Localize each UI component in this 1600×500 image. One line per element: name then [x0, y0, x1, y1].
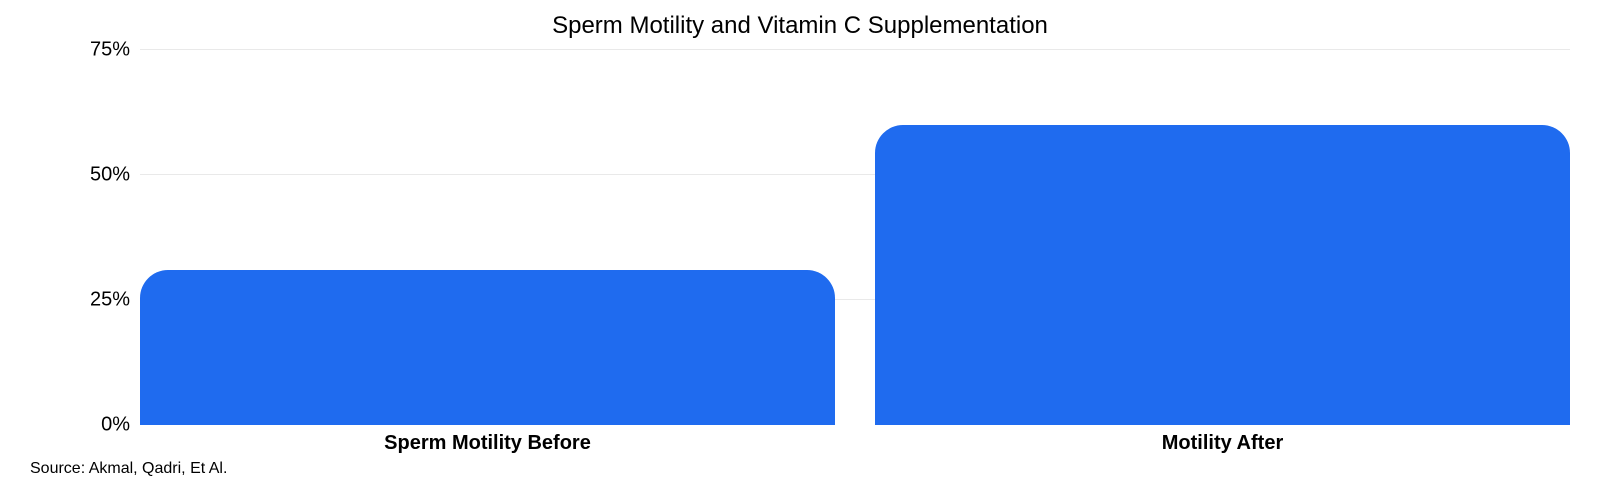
- ytick-50: 50%: [90, 164, 130, 187]
- plot-area: [140, 50, 1570, 425]
- ytick-75: 75%: [90, 39, 130, 62]
- bar-before: [140, 270, 835, 425]
- xlabel-after: Motility After: [875, 432, 1570, 455]
- chart-container: Sperm Motility and Vitamin C Supplementa…: [0, 0, 1600, 500]
- xlabel-before: Sperm Motility Before: [140, 432, 835, 455]
- bars-group: [140, 50, 1570, 425]
- x-axis-labels: Sperm Motility Before Motility After: [140, 432, 1570, 455]
- chart-title: Sperm Motility and Vitamin C Supplementa…: [0, 12, 1600, 40]
- bar-after: [875, 125, 1570, 425]
- source-citation: Source: Akmal, Qadri, Et Al.: [30, 460, 227, 478]
- ytick-0: 0%: [101, 414, 130, 437]
- ytick-25: 25%: [90, 289, 130, 312]
